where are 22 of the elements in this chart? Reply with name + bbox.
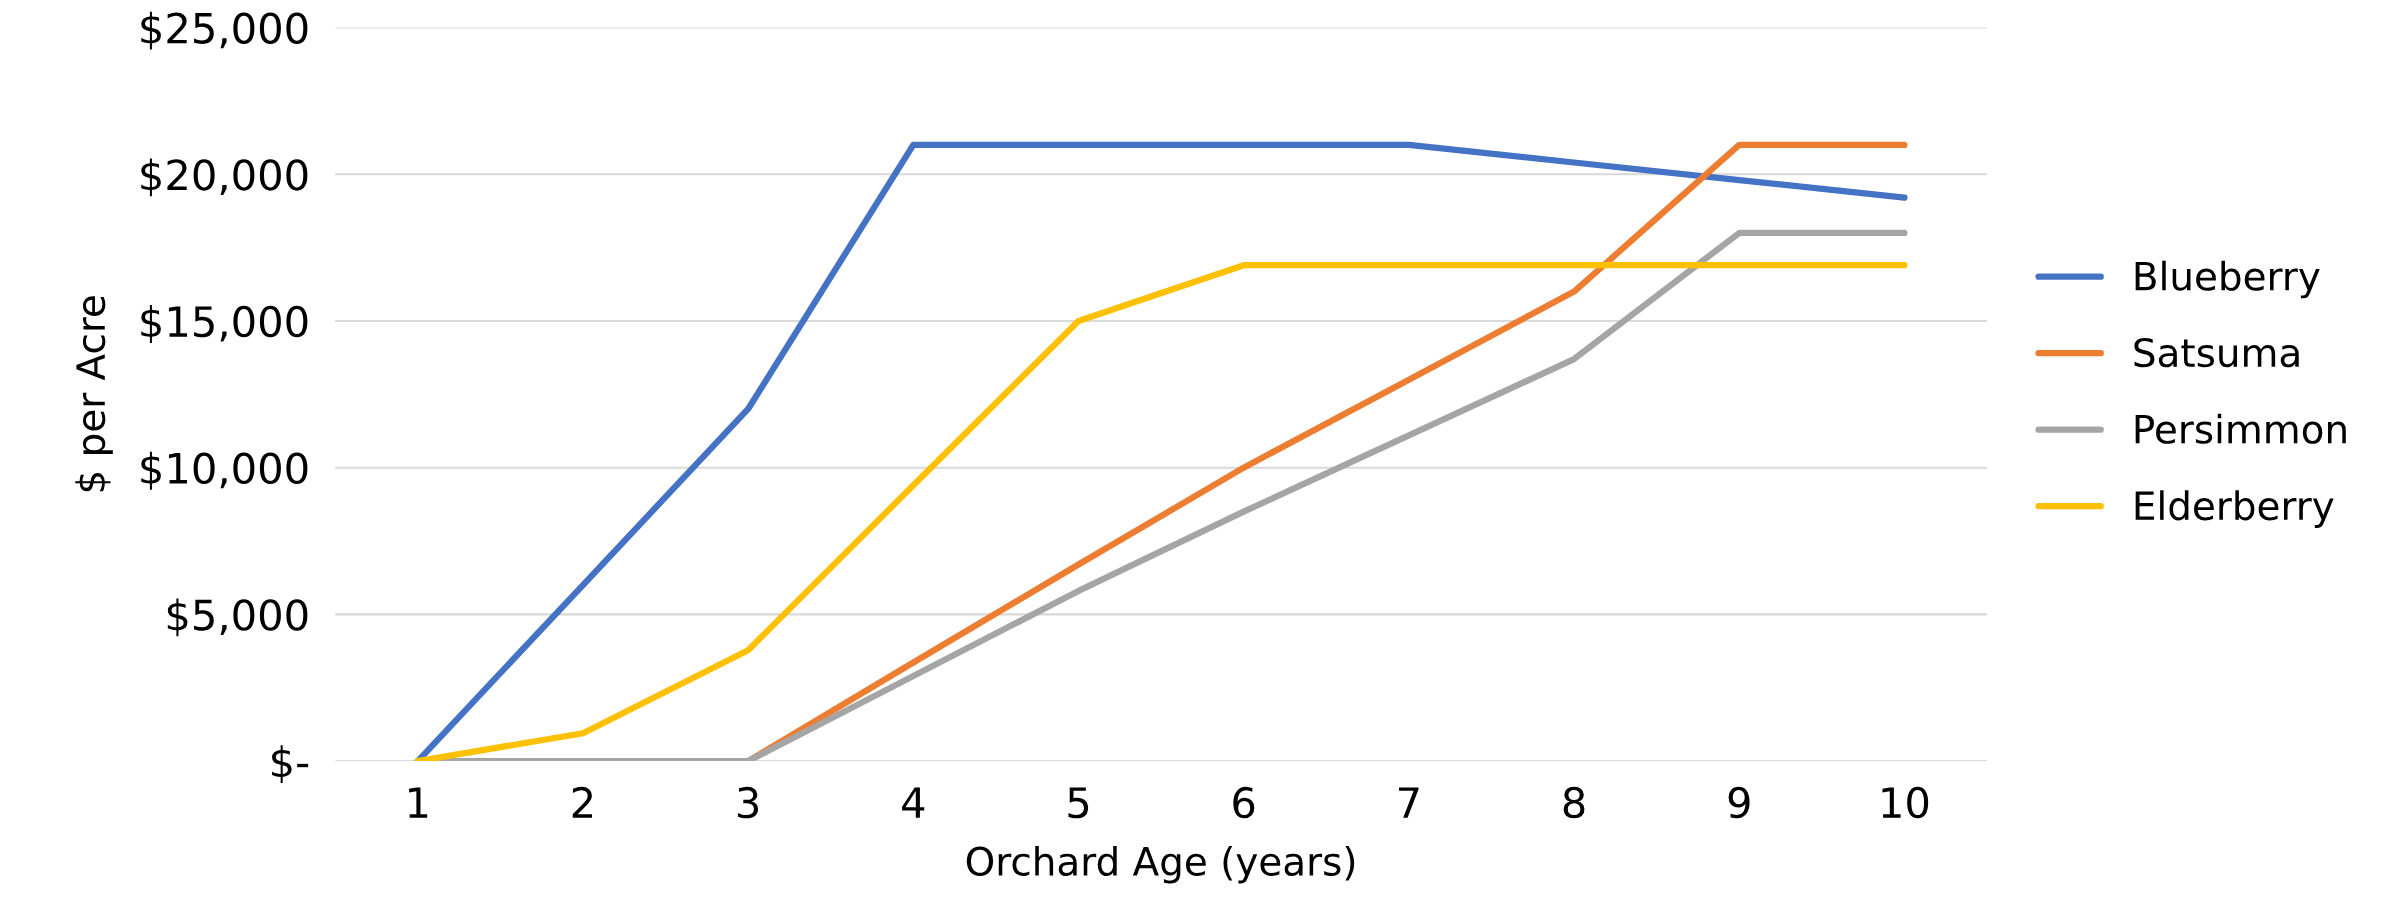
x-tick-label: 5 <box>1068 787 1089 819</box>
x-tick-label: 3 <box>738 786 759 819</box>
y-tick-label: $15,000 <box>141 305 308 343</box>
x-tick-label: 2 <box>572 786 593 818</box>
y-tick-label: $20,000 <box>141 158 308 197</box>
legend-label: Persimmon <box>2135 413 2346 444</box>
x-tick-label: 6 <box>1233 786 1255 819</box>
x-axis-title: Orchard Age (years) <box>966 845 1355 884</box>
legend-label: Satsuma <box>2134 337 2299 368</box>
x-tick-label: 8 <box>1563 786 1585 819</box>
x-tick-label: 7 <box>1399 787 1419 818</box>
y-axis-title: $ per Acre <box>75 296 113 492</box>
x-tick-label: 4 <box>902 787 925 818</box>
legend-label: Blueberry <box>2135 260 2320 299</box>
y-tick-label: $10,000 <box>141 451 308 490</box>
y-tick-label: $5,000 <box>167 598 308 637</box>
legend-label: Elderberry <box>2135 490 2334 528</box>
y-tick-label: $- <box>272 745 309 784</box>
y-tick-label: $25,000 <box>141 11 308 50</box>
x-tick-label: 9 <box>1728 786 1750 819</box>
x-tick-label: 10 <box>1882 786 1929 819</box>
x-tick-label: 1 <box>409 787 428 818</box>
